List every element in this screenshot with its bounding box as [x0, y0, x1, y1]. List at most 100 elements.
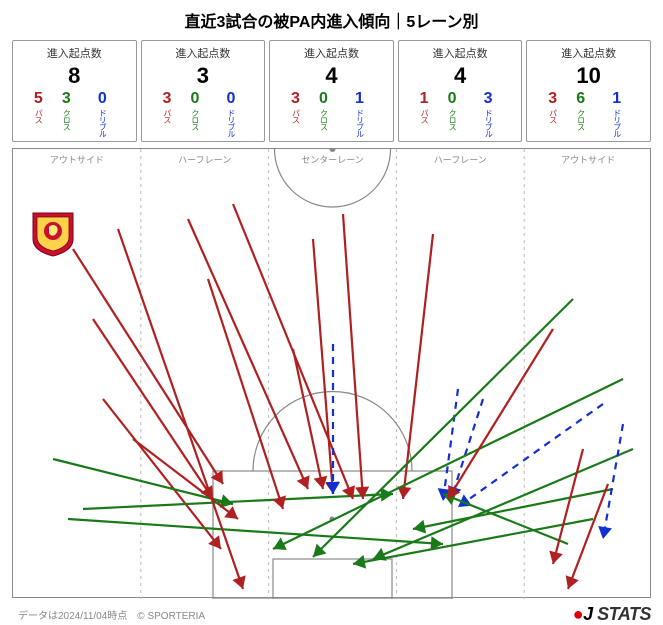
arrowhead-pass: [224, 506, 238, 519]
chart-title: 直近3試合の被PA内進入傾向｜5レーン別: [12, 8, 651, 32]
lane-label: 進入起点数: [529, 45, 648, 61]
arrowhead-pass: [355, 487, 369, 499]
lane-total: 3: [144, 63, 263, 89]
breakdown-label: クロス: [577, 109, 585, 130]
breakdown-dribble: 1 ドリブル: [601, 91, 633, 137]
logo-j: J: [583, 604, 593, 624]
breakdown-cross: 0 クロス: [440, 91, 464, 137]
team-crest-icon: [31, 209, 75, 257]
arrow-cross: [68, 519, 443, 544]
breakdown-label: パス: [291, 109, 299, 123]
breakdown-num: 5: [34, 91, 43, 107]
arrows-group: [53, 204, 633, 589]
breakdown-num: 3: [62, 91, 71, 107]
arrow-pass: [343, 214, 363, 499]
breakdown-num: 0: [226, 91, 235, 107]
arrow-pass: [448, 329, 553, 499]
breakdown-cross: 0 クロス: [183, 91, 207, 137]
lane-total: 4: [272, 63, 391, 89]
arrow-pass: [188, 219, 308, 489]
lane-label: 進入起点数: [15, 45, 134, 61]
breakdown-label: クロス: [191, 109, 199, 130]
lane-label: 進入起点数: [144, 45, 263, 61]
lane-sublabel: ハーフレーン: [178, 153, 231, 166]
breakdown-num: 3: [162, 91, 171, 107]
lane-breakdown: 3 パス 0 クロス 0 ドリブル: [144, 91, 263, 137]
logo-rest: STATS: [593, 604, 651, 624]
breakdown-num: 3: [484, 91, 493, 107]
arrow-pass: [568, 484, 608, 589]
lane-sublabel: ハーフレーン: [434, 153, 487, 166]
breakdown-cross: 6 クロス: [569, 91, 593, 137]
arrow-pass: [403, 234, 433, 499]
footer: データは2024/11/04時点 © SPORTERIA ●J STATS: [12, 604, 651, 625]
lane-total: 4: [401, 63, 520, 89]
arrow-cross: [83, 494, 393, 509]
arrowhead-pass: [208, 535, 221, 549]
pitch-area: アウトサイドハーフレーンセンターレーンハーフレーンアウトサイド: [12, 148, 651, 598]
breakdown-pass: 5 パス: [30, 91, 46, 137]
breakdown-label: ドリブル: [613, 109, 621, 137]
breakdown-dribble: 3 ドリブル: [472, 91, 504, 137]
lane-label: 進入起点数: [272, 45, 391, 61]
breakdown-pass: 1 パス: [416, 91, 432, 137]
stats-logo: ●J STATS: [573, 604, 651, 625]
lanes-header: 進入起点数85パス3クロス0ドリブル進入起点数33パス0クロス0ドリブル進入起点…: [12, 40, 651, 142]
lane-total: 8: [15, 63, 134, 89]
breakdown-num: 1: [420, 91, 429, 107]
lane-breakdown: 1 パス 0 クロス 3 ドリブル: [401, 91, 520, 137]
arrow-dribble: [443, 389, 458, 501]
arrowhead-dribble: [598, 526, 612, 539]
breakdown-label: パス: [163, 109, 171, 123]
arrow-dribble: [603, 424, 623, 539]
breakdown-num: 0: [319, 91, 328, 107]
lane-label: 進入起点数: [401, 45, 520, 61]
breakdown-label: クロス: [319, 109, 327, 130]
footer-text: データは2024/11/04時点 © SPORTERIA: [18, 607, 205, 622]
breakdown-cross: 0 クロス: [311, 91, 335, 137]
breakdown-pass: 3パス: [287, 91, 303, 137]
arrowhead-cross: [353, 555, 366, 569]
arrowhead-cross: [413, 520, 426, 534]
breakdown-label: ドリブル: [355, 109, 363, 137]
breakdown-num: 0: [448, 91, 457, 107]
breakdown-num: 0: [98, 91, 107, 107]
breakdown-num: 1: [612, 91, 621, 107]
breakdown-num: 3: [548, 91, 557, 107]
breakdown-cross: 3 クロス: [54, 91, 78, 137]
lane-box-1: 進入起点数 3 3 パス 0 クロス 0 ドリブル: [141, 40, 266, 142]
lane-box-0: 進入起点数 8 5 パス 3 クロス 0 ドリブル: [12, 40, 137, 142]
breakdown-num: 1: [355, 91, 364, 107]
breakdown-num: 0: [190, 91, 199, 107]
arrow-pass: [553, 449, 583, 564]
breakdown-dribble: 0 ドリブル: [215, 91, 247, 137]
lane-sublabel: アウトサイド: [561, 153, 615, 166]
breakdown-pass: 3 パス: [545, 91, 561, 137]
breakdown-label: ドリブル: [98, 109, 106, 137]
breakdown-label: パス: [420, 109, 428, 123]
lane-box-2: 進入起点数 4 3パス 0 クロス 1 ドリブル: [269, 40, 394, 142]
lane-breakdown: 3パス 0 クロス 1 ドリブル: [272, 91, 391, 137]
lane-total: 10: [529, 63, 648, 89]
breakdown-label: クロス: [62, 109, 70, 130]
breakdown-label: ドリブル: [484, 109, 492, 137]
breakdown-label: パス: [549, 109, 557, 123]
breakdown-pass: 3 パス: [159, 91, 175, 137]
logo-dot: ●: [573, 604, 583, 624]
center-spot: [330, 149, 336, 152]
arrowhead-pass: [549, 551, 563, 564]
lane-sublabel: センターレーン: [301, 153, 364, 166]
breakdown-dribble: 0 ドリブル: [86, 91, 118, 137]
lane-box-3: 進入起点数 4 1 パス 0 クロス 3 ドリブル: [398, 40, 523, 142]
lane-breakdown: 3 パス 6 クロス 1 ドリブル: [529, 91, 648, 137]
arrowhead-dribble: [326, 482, 340, 494]
breakdown-label: クロス: [448, 109, 456, 130]
arrow-pass: [118, 229, 243, 589]
breakdown-num: 6: [576, 91, 585, 107]
penalty-arc: [253, 392, 412, 472]
lane-breakdown: 5 パス 3 クロス 0 ドリブル: [15, 91, 134, 137]
breakdown-label: パス: [34, 109, 42, 123]
breakdown-label: ドリブル: [227, 109, 235, 137]
lane-box-4: 進入起点数 10 3 パス 6 クロス 1 ドリブル: [526, 40, 651, 142]
pitch-svg: [13, 149, 652, 599]
